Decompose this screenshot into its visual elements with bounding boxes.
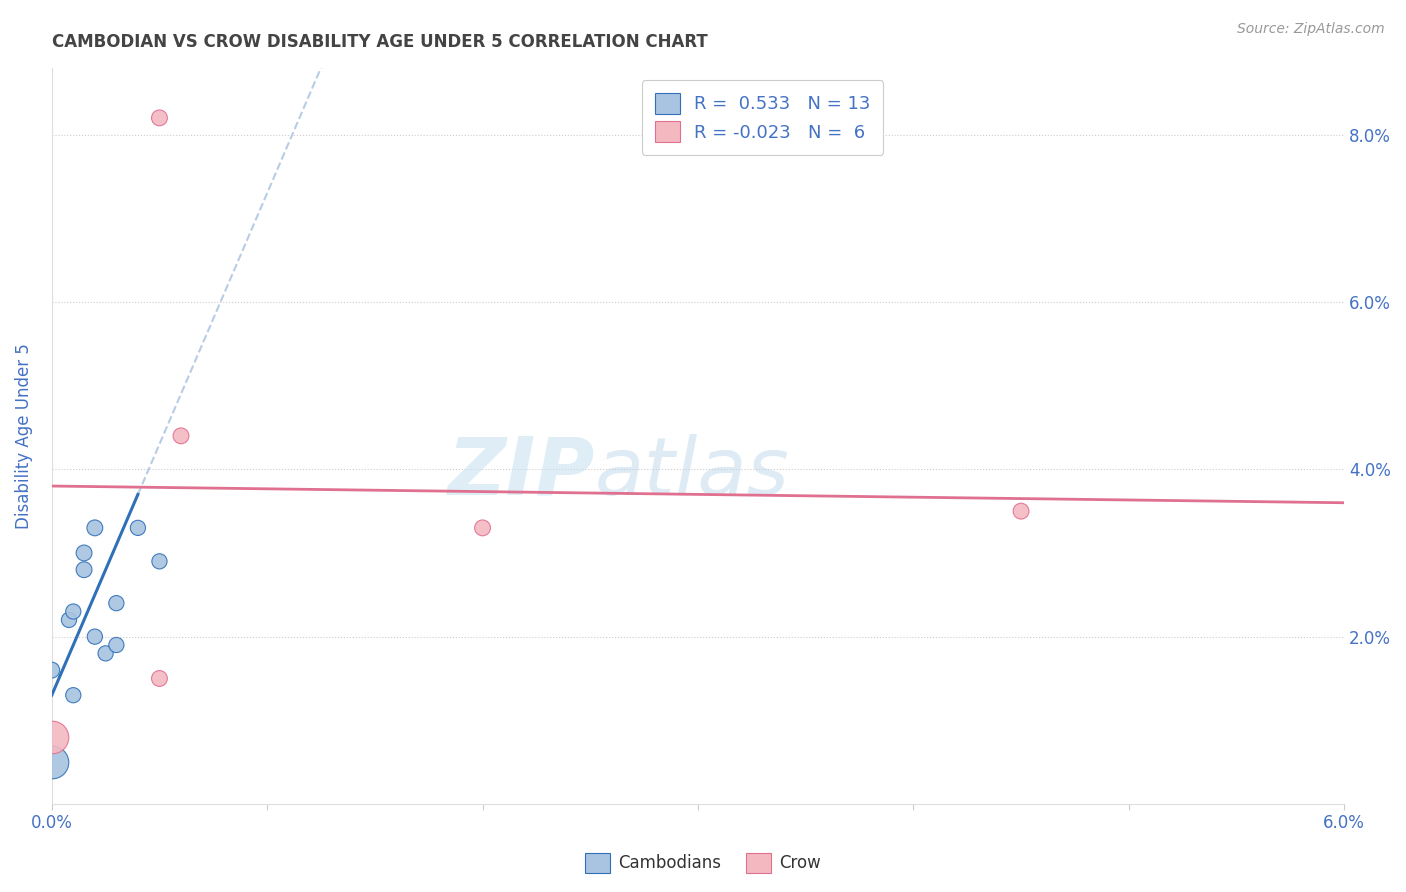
- Point: [471, 521, 494, 535]
- Point: [94, 646, 117, 660]
- Point: [105, 638, 128, 652]
- Point: [73, 563, 96, 577]
- Point: [41, 663, 63, 677]
- Point: [170, 429, 193, 443]
- Point: [105, 596, 128, 610]
- Point: [73, 546, 96, 560]
- Legend: Cambodians, Crow: Cambodians, Crow: [578, 847, 828, 880]
- Point: [62, 605, 84, 619]
- Point: [148, 111, 170, 125]
- Y-axis label: Disability Age Under 5: Disability Age Under 5: [15, 343, 32, 529]
- Point: [1010, 504, 1032, 518]
- Text: CAMBODIAN VS CROW DISABILITY AGE UNDER 5 CORRELATION CHART: CAMBODIAN VS CROW DISABILITY AGE UNDER 5…: [52, 33, 707, 51]
- Legend: R =  0.533   N = 13, R = -0.023   N =  6: R = 0.533 N = 13, R = -0.023 N = 6: [643, 80, 883, 154]
- Point: [41, 730, 63, 744]
- Text: Source: ZipAtlas.com: Source: ZipAtlas.com: [1237, 22, 1385, 37]
- Point: [148, 554, 170, 568]
- Point: [127, 521, 149, 535]
- Point: [83, 521, 105, 535]
- Point: [148, 672, 170, 686]
- Point: [62, 688, 84, 702]
- Point: [58, 613, 80, 627]
- Text: ZIP: ZIP: [447, 434, 595, 512]
- Point: [83, 630, 105, 644]
- Point: [41, 755, 63, 769]
- Text: atlas: atlas: [595, 434, 789, 512]
